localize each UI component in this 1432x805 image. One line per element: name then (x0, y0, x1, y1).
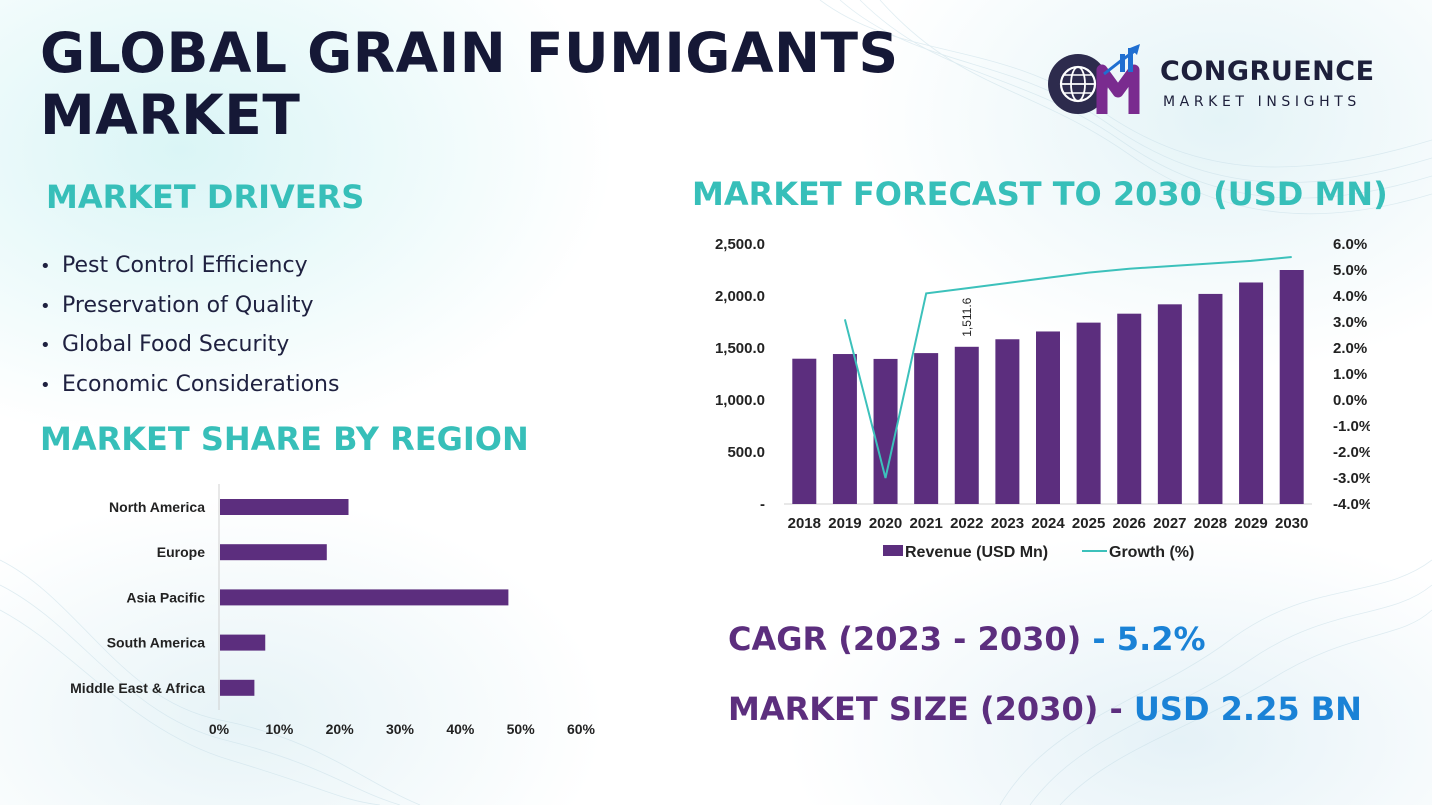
x-tick-label: 40% (446, 721, 475, 737)
drivers-list: • Pest Control Efficiency • Preservation o… (40, 250, 339, 408)
category-label: Asia Pacific (126, 589, 205, 605)
growth-line (843, 256, 1292, 479)
x-tick-label: 60% (567, 721, 596, 737)
y-right-tick-label: 4.0% (1333, 288, 1367, 305)
y-right-tick-label: 0.0% (1333, 392, 1367, 409)
y-right-tick-label: 2.0% (1333, 340, 1367, 357)
y-left-tick-label: 1,000.0 (715, 392, 765, 409)
x-tick-label: 10% (265, 721, 294, 737)
driver-text: Pest Control Efficiency (62, 253, 308, 278)
revenue-bar (1117, 313, 1142, 504)
forecast-heading: MARKET FORECAST TO 2030 (USD MN) (692, 175, 1388, 213)
x-tick-label: 2021 (909, 515, 942, 532)
x-tick-label: 2026 (1113, 515, 1146, 532)
logo-subtitle: MARKET INSIGHTS (1163, 94, 1361, 110)
bar (220, 544, 327, 561)
x-tick-label: 50% (507, 721, 536, 737)
revenue-bar (995, 339, 1020, 504)
revenue-bar (954, 346, 979, 504)
driver-text: Economic Considerations (62, 371, 340, 397)
market-size-value: USD 2.25 BN (1133, 690, 1362, 728)
revenue-bar (914, 353, 939, 504)
revenue-bar (1239, 282, 1264, 504)
bullet-icon: • (40, 374, 51, 396)
category-label: North America (109, 499, 205, 515)
revenue-bar (792, 358, 817, 504)
title-line-2: MARKET (40, 83, 301, 147)
revenue-bar (1036, 331, 1060, 504)
x-tick-label: 2022 (950, 515, 983, 532)
list-item: • Global Food Security (40, 329, 339, 369)
cagr-label: CAGR (2023 - 2030) (728, 620, 1082, 658)
y-right-tick-label: 5.0% (1333, 262, 1367, 279)
list-item: • Pest Control Efficiency (40, 250, 339, 290)
region-share-chart: North America Europe Asia Pacific South Ame… (70, 484, 596, 737)
x-tick-label: 30% (386, 721, 415, 737)
revenue-bar (873, 358, 898, 504)
market-drivers-heading: MARKET DRIVERS (46, 178, 365, 216)
y-left-tick-label: 1,500.0 (715, 340, 765, 357)
legend-label-revenue: Revenue (USD Mn) (905, 544, 1048, 561)
list-item: • Preservation of Quality (40, 290, 339, 330)
driver-text: Preservation of Quality (62, 292, 314, 318)
market-size-stat: MARKET SIZE (2030) - USD 2.25 BN (728, 690, 1362, 728)
bullet-icon: • (40, 295, 51, 317)
cagr-stat: CAGR (2023 - 2030) - 5.2% (728, 620, 1206, 658)
bar (220, 679, 255, 696)
region-share-heading: MARKET SHARE BY REGION (40, 420, 529, 458)
logo-name: CONGRUENCE (1160, 56, 1375, 87)
revenue-bar (832, 354, 857, 504)
y-left-tick-label: 500.0 (727, 444, 765, 461)
y-right-tick-label: 1.0% (1333, 366, 1367, 383)
legend-label-growth: Growth (%) (1109, 544, 1194, 561)
bar (220, 634, 266, 651)
x-tick-label: 2024 (1031, 515, 1065, 532)
y-right-tick-label: -4.0% (1333, 496, 1370, 513)
legend-swatch-revenue (883, 545, 903, 556)
y-right-tick-label: -2.0% (1333, 444, 1370, 461)
x-tick-label: 2028 (1194, 515, 1227, 532)
x-tick-label: 2023 (991, 515, 1024, 532)
x-tick-label: 2019 (828, 515, 861, 532)
cagr-value: - 5.2% (1092, 620, 1206, 658)
x-tick-label: 2030 (1275, 515, 1308, 532)
x-tick-label: 2029 (1234, 515, 1267, 532)
category-label: Europe (157, 544, 205, 560)
y-right-tick-label: -3.0% (1333, 470, 1370, 487)
x-tick-label: 0% (209, 721, 230, 737)
list-item: • Economic Considerations (40, 369, 339, 409)
bar (220, 499, 349, 515)
bullet-icon: • (40, 256, 51, 277)
y-left-tick-label: 2,500.0 (715, 236, 765, 253)
y-right-tick-label: 3.0% (1333, 314, 1367, 331)
category-label: South America (107, 635, 205, 651)
y-right-tick-label: -1.0% (1333, 418, 1370, 435)
data-label: 1,511.6 (960, 297, 974, 336)
revenue-bar (1198, 293, 1223, 504)
x-tick-label: 20% (326, 721, 355, 737)
x-tick-label: 2027 (1153, 515, 1186, 532)
company-logo: CONGRUENCE MARKET INSIGHTS (1044, 40, 1404, 120)
forecast-chart: - 500.0 1,000.0 1,500.0 2,000.0 2,500.0 -4.0% -… (715, 236, 1370, 561)
revenue-bar (1076, 322, 1101, 504)
bullet-icon: • (40, 335, 51, 356)
x-tick-label: 2020 (869, 515, 902, 532)
title-line-1: GLOBAL GRAIN FUMIGANTS (40, 21, 899, 85)
y-right-tick-label: 6.0% (1333, 236, 1367, 253)
y-left-tick-label: 2,000.0 (715, 288, 765, 305)
bar (220, 589, 509, 606)
page-title: GLOBAL GRAIN FUMIGANTS MARKET (40, 22, 920, 146)
driver-text: Global Food Security (62, 332, 290, 357)
market-size-label: MARKET SIZE (2030) - (728, 690, 1123, 728)
revenue-bar (1157, 304, 1182, 504)
y-left-tick-label: - (760, 496, 765, 513)
x-tick-label: 2025 (1072, 515, 1105, 532)
category-label: Middle East & Africa (70, 680, 205, 696)
globe-cm-growth-icon (1048, 44, 1140, 114)
x-tick-label: 2018 (788, 515, 821, 532)
revenue-bar (1279, 270, 1304, 504)
